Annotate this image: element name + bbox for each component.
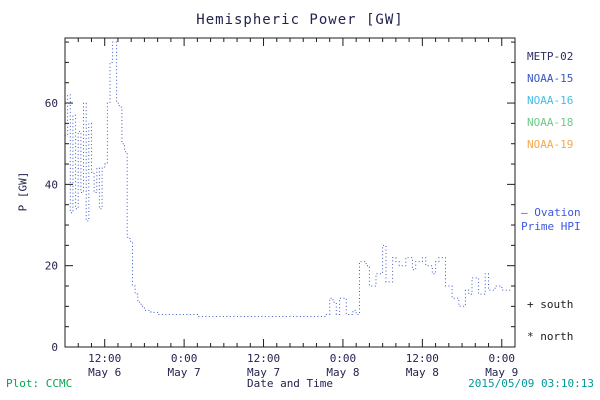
y-tick-label: 20	[45, 260, 58, 273]
x-tick-time-label: 0:00	[171, 352, 198, 365]
legend-item-noaa18: NOAA-18	[527, 116, 574, 129]
legend-marker-south: + south	[527, 298, 573, 311]
x-tick-date-label: May 7	[168, 366, 201, 379]
x-tick-date-label: May 9	[485, 366, 518, 379]
x-tick-time-label: 12:00	[247, 352, 280, 365]
x-tick-time-label: 0:00	[330, 352, 357, 365]
x-tick-time-label: 12:00	[406, 352, 439, 365]
ovation-label: Prime HPI	[521, 220, 581, 233]
y-tick-label: 40	[45, 178, 58, 191]
chart-title: Hemispheric Power [GW]	[196, 12, 404, 28]
y-tick-label: 0	[51, 341, 58, 354]
y-axis-label: P [GW]	[16, 171, 30, 212]
legend-satellites: METP-02 NOAA-15 NOAA-16 NOAA-18 NOAA-19	[527, 46, 573, 156]
x-tick-time-label: 0:00	[489, 352, 516, 365]
x-tick-time-label: 12:00	[88, 352, 121, 365]
asterisk-marker-icon: *	[527, 330, 534, 343]
hpi-data-line	[65, 41, 512, 317]
legend-item-noaa19: NOAA-19	[527, 138, 574, 151]
south-label: south	[540, 298, 574, 311]
ovation-line-sample: — Ovation	[521, 206, 581, 219]
footer-timestamp: 2015/05/09 03:10:13	[468, 377, 594, 390]
footer-plot-source: Plot: CCMC	[6, 377, 73, 390]
x-tick-date-label: May 7	[247, 366, 280, 379]
x-tick-date-label: May 6	[88, 366, 121, 379]
x-tick-date-label: May 8	[326, 366, 359, 379]
plus-marker-icon: +	[527, 298, 534, 311]
legend-item-metp02: METP-02	[527, 50, 574, 63]
legend-item-noaa15: NOAA-15	[527, 72, 574, 85]
axis-box	[64, 37, 516, 348]
legend-series-ovation: — Ovation Prime HPI	[521, 206, 581, 234]
x-tick-date-label: May 8	[406, 366, 439, 379]
legend-item-noaa16: NOAA-16	[527, 94, 574, 107]
x-axis-label: Date and Time	[246, 377, 334, 390]
north-label: north	[540, 330, 574, 343]
legend-marker-north: * north	[527, 330, 573, 343]
y-tick-label: 60	[45, 97, 58, 110]
